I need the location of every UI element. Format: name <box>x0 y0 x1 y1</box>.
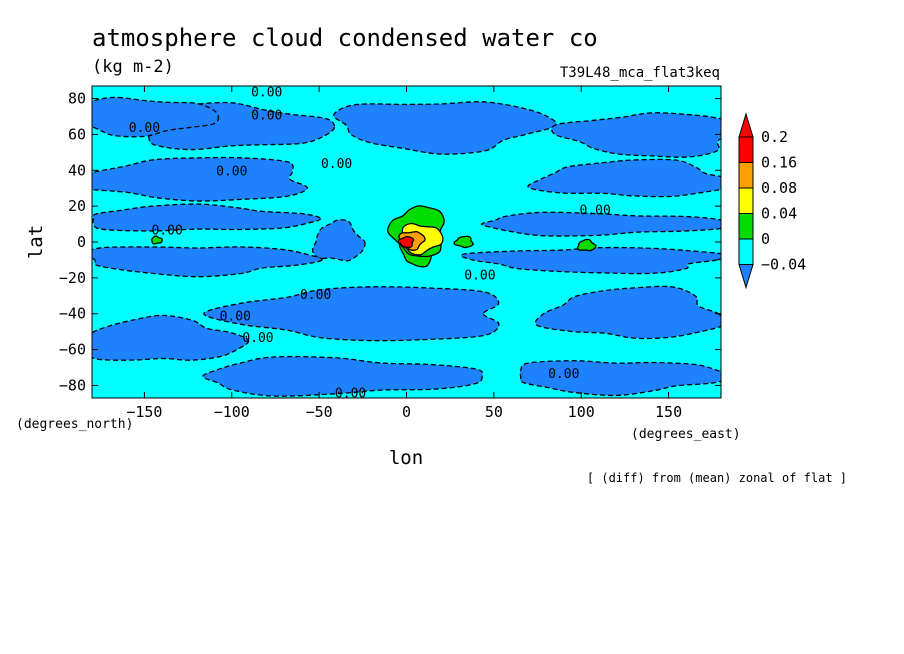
contour-region <box>92 96 220 138</box>
colorbar-swatch <box>738 213 754 240</box>
x-tick-label: −150 <box>126 403 162 421</box>
contour-region <box>576 238 597 252</box>
y-unit-label: (degrees_north) <box>16 417 133 432</box>
contour-value-label: 0.00 <box>242 331 273 346</box>
y-tick-label: −60 <box>59 341 86 359</box>
chart-note: [ (diff) from (mean) zonal of flat ] <box>587 471 847 485</box>
x-tick-label: 0 <box>402 403 411 421</box>
contour-region <box>92 156 309 202</box>
contour-value-label: 0.00 <box>548 367 579 382</box>
plot-area: 0.00 0.00 0.00 0.00 0.00 0.00 0.00 0.00 0.00 0.00… <box>92 85 721 402</box>
contour-regions <box>92 96 721 397</box>
y-tick-label: −20 <box>59 269 86 287</box>
contour-value-label: 0.00 <box>321 157 352 172</box>
y-tick-label: −80 <box>59 376 86 394</box>
contour-region <box>480 211 721 237</box>
contour-region <box>92 203 322 232</box>
x-tick-label: 100 <box>568 403 595 421</box>
contour-region <box>311 219 366 262</box>
x-unit-label: (degrees_east) <box>631 427 741 442</box>
colorbar-legend: −0.04 0 0.04 0.08 0.16 0.2 <box>738 112 806 290</box>
x-axis-label: lon <box>389 447 423 469</box>
colorbar-level-label: 0.2 <box>761 128 788 146</box>
x-tick-label: −100 <box>214 403 250 421</box>
contour-value-label: 0.00 <box>151 223 182 238</box>
contour-region <box>460 246 721 275</box>
contour-value-label: 0.00 <box>216 164 247 179</box>
contour-labels: 0.00 0.00 0.00 0.00 0.00 0.00 0.00 0.00 0.00 0.00… <box>129 85 611 402</box>
colorbar-level-label: 0.08 <box>761 179 797 197</box>
y-tick-label: 80 <box>68 90 86 108</box>
contour-value-label: 0.00 <box>300 288 331 303</box>
colorbar-level-label: 0.16 <box>761 154 797 172</box>
contour-region <box>92 246 323 278</box>
contour-region <box>203 286 500 342</box>
contour-region <box>453 235 474 249</box>
contour-region <box>534 285 721 340</box>
y-tick-label: 60 <box>68 125 86 143</box>
x-tick-label: 150 <box>655 403 682 421</box>
contour-value-label: 0.00 <box>220 310 251 325</box>
contour-region <box>550 112 721 158</box>
contour-region <box>397 235 415 249</box>
contour-region <box>202 355 484 397</box>
colorbar-swatch <box>738 187 754 214</box>
y-axis-label: lat <box>25 225 47 259</box>
colorbar-extend-top <box>738 112 754 138</box>
colorbar-extend-bottom <box>738 264 754 290</box>
chart-units: (kg m-2) <box>92 57 174 77</box>
y-tick-label: 20 <box>68 197 86 215</box>
contour-region <box>92 314 250 361</box>
contour-region <box>527 158 721 198</box>
colorbar-level-label: 0 <box>761 230 770 248</box>
contour-value-label: 0.00 <box>335 387 366 402</box>
contour-value-label: 0.00 <box>464 268 495 283</box>
run-label: T39L48_mca_flat3keq <box>560 65 720 81</box>
colorbar-swatch <box>738 136 754 163</box>
x-tick-label: −50 <box>306 403 333 421</box>
contour-value-label: 0.00 <box>251 85 282 100</box>
contour-region <box>333 101 558 155</box>
y-tick-label: −40 <box>59 305 86 323</box>
y-tick-label: 0 <box>77 233 86 251</box>
colorbar-swatch <box>738 238 754 265</box>
chart-title: atmosphere cloud condensed water co <box>92 24 598 52</box>
x-tick-label: 50 <box>485 403 503 421</box>
x-axis-ticks: −150 −100 −50 0 50 100 150 <box>126 86 682 421</box>
contour-value-label: 0.00 <box>129 121 160 136</box>
contour-region <box>519 360 721 397</box>
colorbar-level-label: −0.04 <box>761 256 806 274</box>
y-axis-ticks: −80 −60 −40 −20 0 20 40 60 80 <box>59 90 721 394</box>
contour-value-label: 0.00 <box>580 204 611 219</box>
colorbar-level-label: 0.04 <box>761 205 797 223</box>
y-tick-label: 40 <box>68 161 86 179</box>
colorbar-swatch <box>738 162 754 189</box>
contour-region <box>151 235 163 245</box>
contour-value-label: 0.00 <box>251 109 282 124</box>
